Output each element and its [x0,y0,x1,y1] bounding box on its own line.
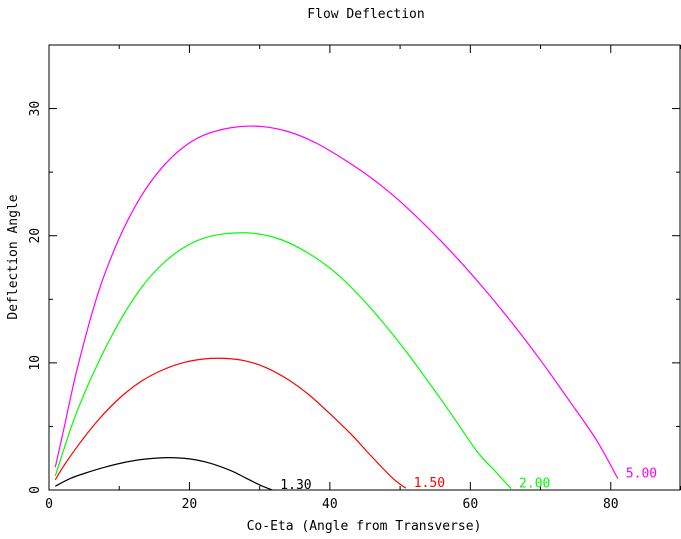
curve-label: 5.00 [626,467,657,482]
x-axis-label: Co-Eta (Angle from Transverse) [247,519,482,534]
chart-title: Flow Deflection [307,7,424,22]
curve-label: 1.50 [414,476,445,491]
x-tick-label: 80 [603,497,619,512]
y-tick-label: 10 [28,355,43,371]
series-line-3 [54,232,512,490]
x-tick-label: 20 [182,497,198,512]
curve-label: 1.30 [280,478,311,493]
x-tick-label: 60 [463,497,479,512]
curve-labels: 1.30 1.50 2.00 5.00 [280,467,657,493]
y-tick-label: 30 [28,101,43,117]
series-layer [54,125,619,491]
y-tick-label: 0 [28,486,43,494]
y-axis-label: Deflection Angle [6,194,21,319]
x-tick-label: 0 [45,497,53,512]
x-tick-label: 40 [322,497,338,512]
series-line-2 [54,357,407,489]
plot-frame [48,44,681,491]
axes [48,44,681,491]
ticks: 0 20 40 60 80 0 10 20 30 [28,44,681,512]
curve-label: 2.00 [519,477,550,492]
y-tick-label: 20 [28,228,43,244]
series-line-1 [55,456,273,491]
series-line-4 [54,125,619,479]
